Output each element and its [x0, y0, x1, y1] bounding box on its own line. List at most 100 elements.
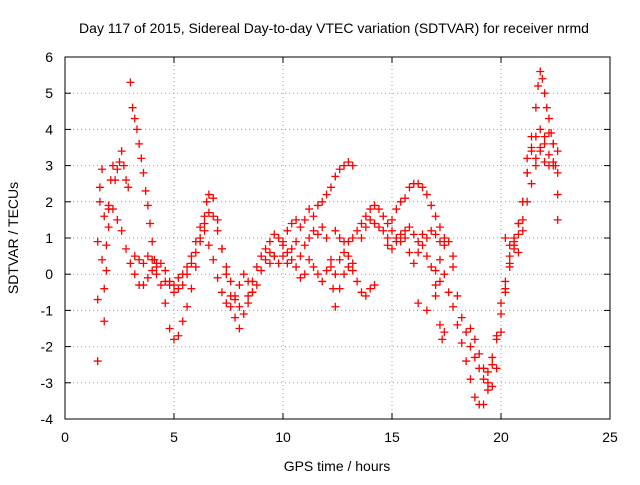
data-point — [534, 81, 543, 90]
data-point — [335, 165, 344, 174]
data-point — [191, 237, 200, 246]
data-point — [331, 226, 340, 235]
data-point — [518, 197, 527, 206]
data-point — [170, 335, 178, 344]
data-point — [244, 291, 253, 300]
data-point — [388, 215, 396, 224]
data-point — [497, 310, 505, 319]
data-point — [422, 234, 431, 242]
data-point — [217, 244, 226, 253]
data-point — [431, 281, 440, 290]
data-point — [139, 259, 148, 268]
x-axis-label: GPS time / hours — [284, 458, 391, 474]
data-point — [305, 205, 314, 214]
data-point — [514, 219, 523, 228]
data-point — [483, 386, 492, 395]
data-point — [348, 266, 357, 275]
data-point — [204, 190, 213, 199]
data-point — [257, 266, 266, 275]
data-point — [128, 103, 137, 112]
data-point — [204, 208, 213, 217]
x-tick-label: 25 — [602, 429, 618, 445]
data-point — [370, 201, 379, 210]
data-point — [126, 78, 135, 87]
data-point — [170, 288, 178, 297]
data-point — [414, 299, 423, 308]
y-tick-label: 5 — [45, 85, 53, 101]
data-point — [335, 284, 344, 293]
data-point — [383, 241, 392, 250]
data-point — [523, 154, 532, 163]
data-point — [544, 129, 553, 138]
data-point — [514, 230, 523, 239]
y-tick-label: 0 — [45, 266, 53, 282]
data-point — [553, 215, 562, 224]
data-point — [510, 244, 519, 253]
data-point — [274, 259, 283, 268]
data-point — [435, 320, 444, 329]
data-point — [531, 132, 540, 141]
data-point — [213, 215, 222, 224]
data-point — [466, 375, 475, 384]
data-point — [479, 364, 488, 373]
data-point — [422, 190, 431, 199]
data-point — [435, 255, 444, 264]
data-point — [113, 215, 122, 224]
data-point — [161, 299, 170, 308]
data-point — [252, 262, 261, 271]
data-point — [453, 291, 462, 300]
data-point — [122, 176, 131, 185]
data-point — [300, 241, 309, 250]
data-point — [431, 212, 440, 221]
data-point — [132, 125, 141, 134]
data-point — [102, 266, 111, 275]
data-point — [544, 161, 553, 170]
data-point — [466, 324, 475, 333]
data-point — [340, 270, 349, 279]
data-point — [414, 248, 423, 257]
data-point — [427, 226, 436, 235]
data-point — [427, 262, 436, 271]
data-point — [170, 281, 178, 290]
data-point — [414, 237, 423, 246]
data-point — [283, 259, 292, 268]
data-point — [296, 273, 305, 282]
data-point — [231, 313, 240, 322]
data-point — [283, 226, 292, 235]
data-point — [313, 230, 322, 239]
data-point — [292, 262, 301, 271]
y-tick-label: 3 — [45, 158, 53, 174]
data-point — [130, 270, 139, 279]
data-point — [113, 165, 122, 174]
data-point — [418, 183, 427, 192]
data-point — [331, 302, 340, 311]
data-point — [143, 252, 152, 261]
data-point — [538, 74, 547, 83]
data-point — [174, 331, 183, 340]
data-point — [440, 241, 449, 250]
data-point — [248, 288, 257, 297]
data-point — [239, 270, 248, 279]
data-point — [457, 313, 466, 322]
y-tick-label: -4 — [41, 411, 54, 427]
data-point — [488, 353, 497, 362]
data-point — [379, 212, 388, 221]
data-point — [418, 230, 427, 239]
data-point — [422, 252, 431, 261]
data-point — [135, 139, 144, 148]
data-points — [93, 67, 562, 409]
data-point — [265, 259, 274, 268]
data-point — [344, 157, 353, 166]
data-point — [265, 237, 274, 246]
data-point — [98, 255, 107, 264]
data-point — [340, 248, 349, 257]
data-point — [405, 183, 414, 192]
data-point — [191, 248, 200, 257]
data-point — [261, 255, 270, 264]
data-point — [141, 186, 150, 195]
data-point — [401, 234, 410, 242]
data-point — [313, 201, 322, 210]
data-point — [322, 234, 331, 242]
data-point — [401, 226, 410, 235]
